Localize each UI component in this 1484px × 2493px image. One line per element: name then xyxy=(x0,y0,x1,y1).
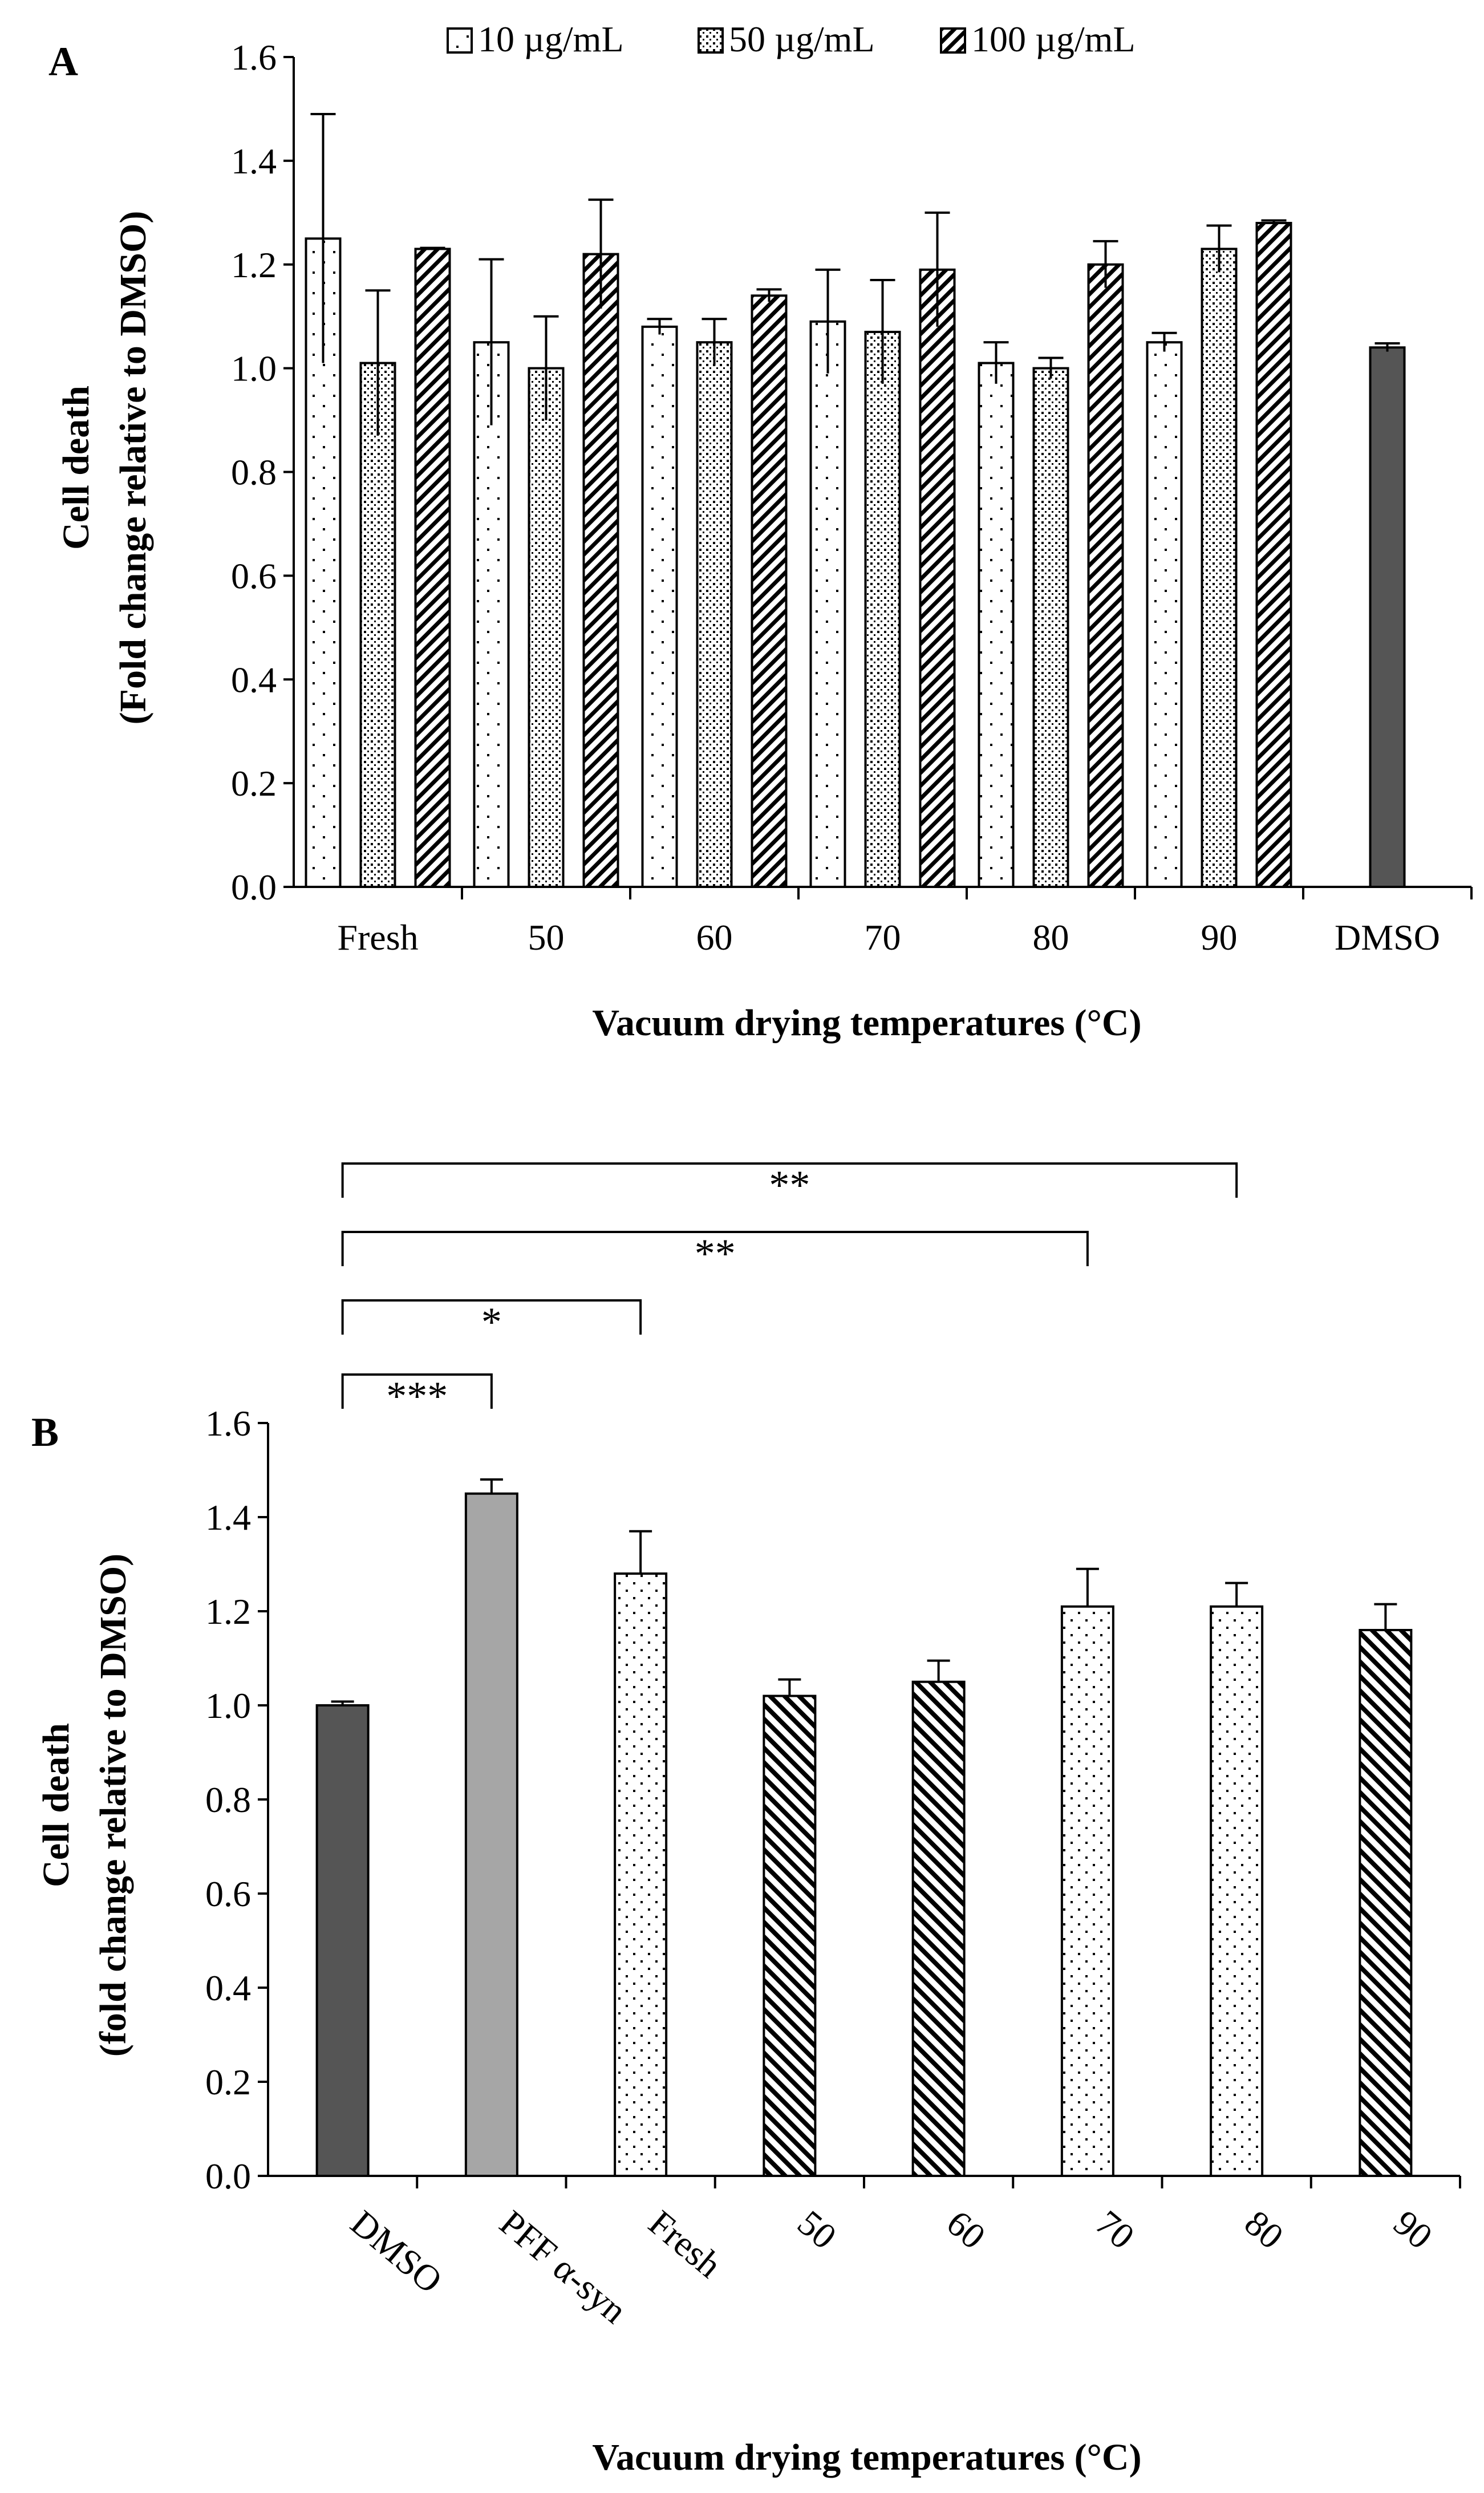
significance-bracket xyxy=(341,1299,642,1335)
panel-b-ytick-label: 0.8 xyxy=(205,1779,251,1820)
panel-a-ytick-label: 1.2 xyxy=(231,245,277,285)
panel-b-bar xyxy=(614,1572,668,2177)
panel-a-bar xyxy=(528,367,565,888)
panel-a-bar xyxy=(1087,263,1124,888)
panel-a-xtick-label: Fresh xyxy=(337,917,418,958)
panel-a-xtick-label: 80 xyxy=(1033,917,1069,958)
significance-bracket xyxy=(341,1162,1238,1198)
panel-b-ytick-label: 0.2 xyxy=(205,2062,251,2102)
panel-b-bar xyxy=(315,1704,370,2177)
panel-a-bar xyxy=(1369,346,1406,888)
panel-a-letter: A xyxy=(48,39,78,84)
panel-b-bar xyxy=(763,1695,817,2177)
panel-b-bar xyxy=(1359,1629,1413,2177)
panel-b-xtick-label: DMSO xyxy=(343,2202,450,2301)
panel-a-ytick-label: 1.6 xyxy=(231,37,277,78)
panel-b-ytick-label: 0.0 xyxy=(205,2156,251,2196)
panel-a-bar xyxy=(919,268,956,888)
panel-b-xtick-label: Fresh xyxy=(641,2202,729,2285)
panel-a-ytick-label: 0.4 xyxy=(231,659,277,700)
panel-a-xtick-label: 90 xyxy=(1201,917,1238,958)
panel-a-bar xyxy=(641,325,678,888)
panel-b-xtick-label: 60 xyxy=(939,2202,994,2257)
significance-label: *** xyxy=(386,1373,448,1419)
legend-label-50: 50 µg/mL xyxy=(729,19,875,59)
panel-a-bar xyxy=(751,294,788,888)
panel-a-xtick-label: 60 xyxy=(696,917,733,958)
panel-a-ytick-label: 1.0 xyxy=(231,348,277,389)
significance-label: * xyxy=(481,1299,502,1345)
panel-a-ytick-label: 0.2 xyxy=(231,763,277,804)
panel-b-xtick-label: 80 xyxy=(1237,2202,1291,2257)
legend-swatch-100 xyxy=(940,27,966,54)
panel-b-bar xyxy=(464,1492,518,2177)
significance-bracket xyxy=(341,1231,1089,1266)
panel-a-bar xyxy=(978,362,1015,888)
panel-a-bar xyxy=(1032,367,1069,888)
panel-b-ylabel-line1: Cell death xyxy=(35,1723,77,1887)
panel-b-ytick-label: 1.4 xyxy=(205,1497,251,1538)
panel-a-ylabel-line1: Cell death xyxy=(55,386,97,550)
panel-a-bar xyxy=(414,248,451,888)
panel-a-bar xyxy=(1255,222,1292,888)
panel-a-bar xyxy=(696,341,733,888)
panel-b-bar xyxy=(911,1680,966,2177)
panel-a-bar xyxy=(1146,341,1183,888)
panel-b-xlabel: Vacuum drying temperatures (°C) xyxy=(592,2437,1141,2478)
panel-b-ytick-label: 0.4 xyxy=(205,1968,251,2008)
panel-b-chart: 0.0 0.2 0.4 0.6 0.8 1.0 1.2 1.4 1.6 DMSO PFF α-syn… xyxy=(205,1162,1461,2331)
panel-a-xlabel: Vacuum drying temperatures (°C) xyxy=(592,1002,1141,1044)
panel-b-ytick-label: 1.6 xyxy=(205,1403,251,1444)
panel-b-ytick-label: 1.0 xyxy=(205,1685,251,1726)
panel-b-bar xyxy=(1060,1605,1114,2177)
significance-bracket xyxy=(341,1373,493,1409)
panel-a-ytick-label: 0.6 xyxy=(231,556,277,596)
legend-swatch-10 xyxy=(447,27,473,54)
panel-a-xtick-label: DMSO xyxy=(1335,917,1440,958)
panel-b-ytick-label: 1.2 xyxy=(205,1591,251,1632)
panel-b-ytick-label: 0.6 xyxy=(205,1874,251,1914)
significance-label: ** xyxy=(695,1231,736,1276)
panel-a-chart: 0.0 0.2 0.4 0.6 0.8 1.0 1.2 1.4 1.6 Fresh 50 60 70 80… xyxy=(231,37,1473,958)
panel-a-xtick-label: 70 xyxy=(865,917,901,958)
panel-b-letter: B xyxy=(31,1409,59,1455)
panel-a-bar xyxy=(473,341,510,888)
panel-b-bar xyxy=(1210,1605,1264,2177)
panel-a-xtick-label: 50 xyxy=(528,917,565,958)
panel-a-ylabel-line2: (Fold change relative to DMSO) xyxy=(112,211,154,725)
panel-b-xtick-label: PFF α-syn xyxy=(492,2202,635,2331)
significance-label: ** xyxy=(769,1162,810,1208)
panel-b-xtick-label: 50 xyxy=(790,2202,844,2257)
panel-a-bar xyxy=(1201,248,1238,888)
panel-a-legend: 10 µg/mL 50 µg/mL 100 µg/mL xyxy=(447,19,1136,59)
panel-b-xtick-label: 70 xyxy=(1088,2202,1142,2257)
panel-a-ytick-label: 1.4 xyxy=(231,141,277,181)
panel-b-xtick-label: 90 xyxy=(1386,2202,1440,2257)
legend-label-100: 100 µg/mL xyxy=(971,19,1136,59)
panel-a-bar xyxy=(864,330,901,888)
panel-b-ylabel-line2: (fold change relative to DMSO) xyxy=(92,1554,134,2057)
panel-a-ytick-label: 0.8 xyxy=(231,452,277,493)
legend-label-10: 10 µg/mL xyxy=(478,19,624,59)
legend-swatch-50 xyxy=(698,27,724,54)
panel-a-bar xyxy=(359,362,396,888)
panel-a-ytick-label: 0.0 xyxy=(231,867,277,907)
panel-a-bar xyxy=(809,320,846,888)
panel-a-bar xyxy=(582,253,619,888)
